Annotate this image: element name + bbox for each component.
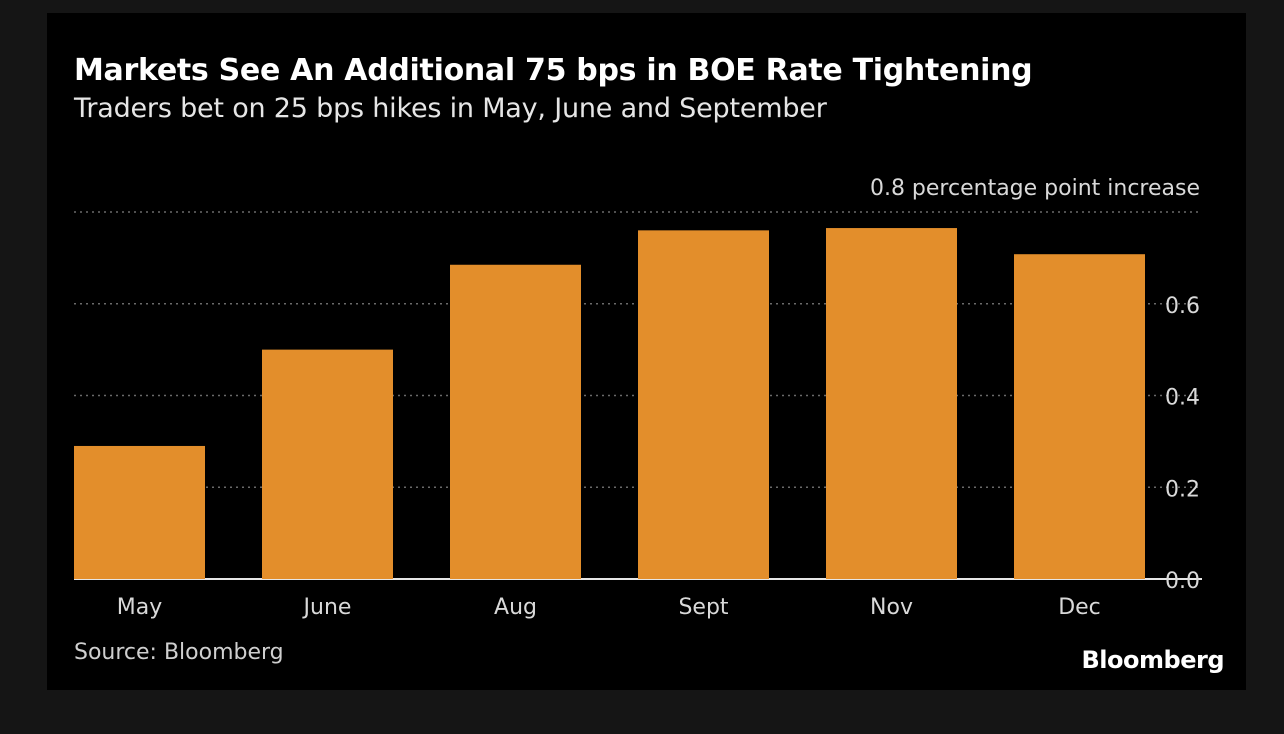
chart-subtitle: Traders bet on 25 bps hikes in May, June… — [74, 93, 827, 124]
bars — [74, 228, 1145, 579]
bloomberg-logo: Bloomberg — [1081, 646, 1225, 674]
bar-dec — [1014, 254, 1145, 579]
bar-sept — [638, 230, 769, 579]
y-tick-label: 0.4 — [1165, 386, 1200, 411]
x-tick-label: Nov — [870, 595, 913, 620]
x-tick-label: Dec — [1058, 595, 1101, 620]
x-tick-label: May — [117, 595, 162, 620]
x-tick-label: June — [302, 595, 352, 620]
x-tick-label: Sept — [678, 595, 728, 620]
bar-june — [262, 349, 393, 579]
y-tick-label: 0.2 — [1165, 477, 1200, 502]
bar-may — [74, 445, 205, 579]
chart-title: Markets See An Additional 75 bps in BOE … — [74, 53, 1033, 88]
chart-card: Markets See An Additional 75 bps in BOE … — [47, 13, 1246, 690]
y-tick-label: 0.0 — [1165, 569, 1200, 594]
x-tick-label: Aug — [494, 595, 537, 620]
bar-chart: 0.0 0.2 0.4 0.6 0.8 percentage point increas… — [74, 176, 1202, 620]
y-tick-label-top: 0.8 percentage point increase — [870, 176, 1200, 201]
source-note: Source: Bloomberg — [74, 640, 284, 665]
bar-aug — [450, 264, 581, 579]
y-tick-label: 0.6 — [1165, 294, 1200, 319]
bar-nov — [826, 228, 957, 579]
axis-labels: 0.0 0.2 0.4 0.6 0.8 percentage point increas… — [117, 176, 1200, 620]
